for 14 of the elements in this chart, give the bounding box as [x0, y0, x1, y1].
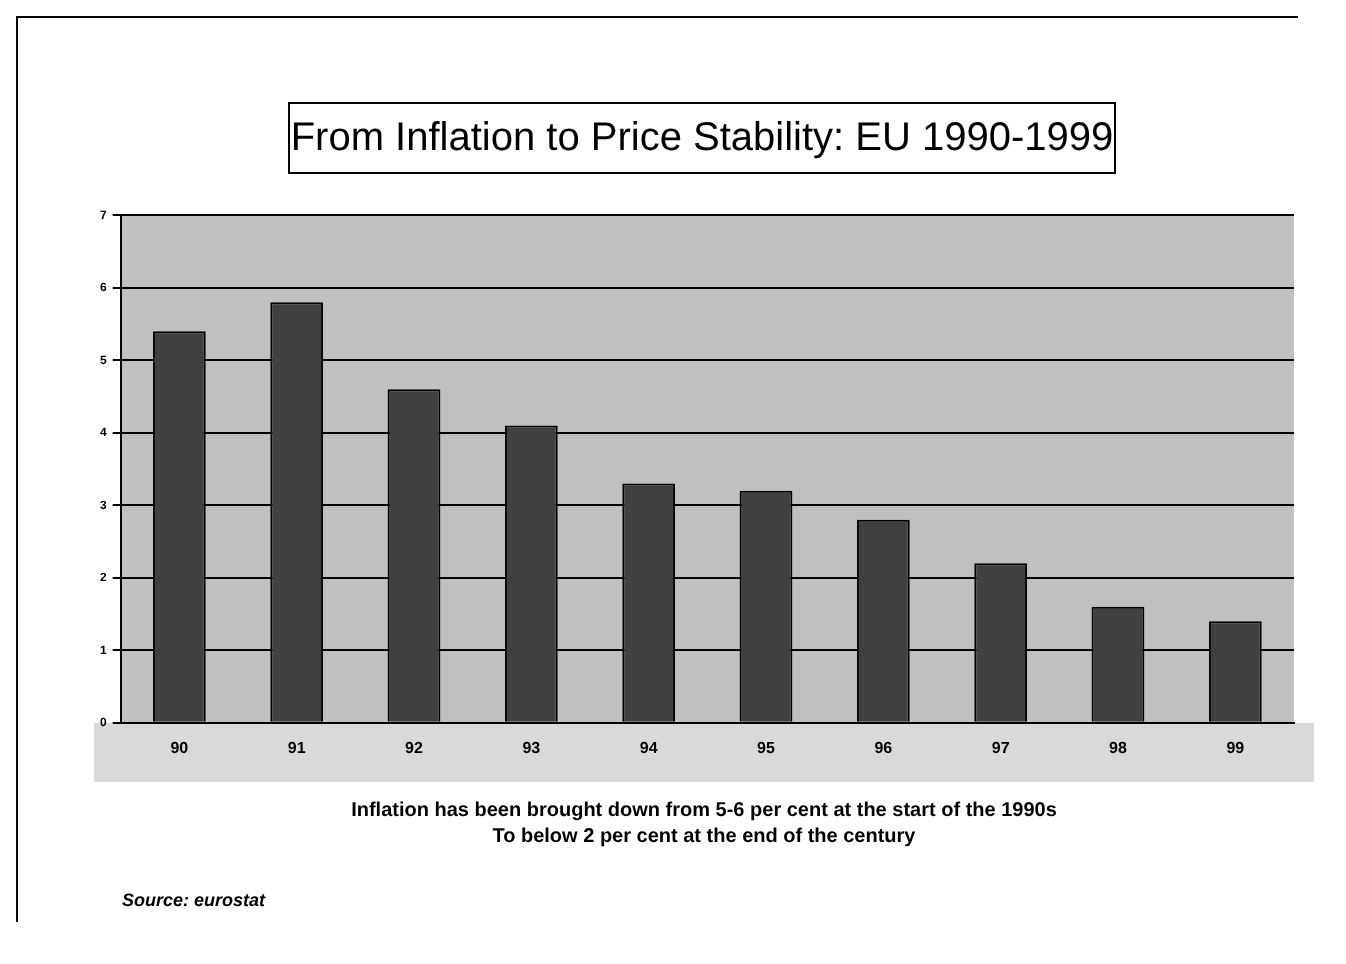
chart-title: From Inflation to Price Stability: EU 1990-1999 — [288, 102, 1116, 174]
x-tick-label: 91 — [287, 738, 307, 757]
x-tick-label: 94 — [639, 738, 659, 757]
x-tick-label: 93 — [522, 738, 542, 757]
x-tick-label: 95 — [757, 738, 776, 757]
x-tick-label: 90 — [170, 738, 190, 757]
text: Inflation has been brought down from 5-6 per cent at the start of the 1990s — [349, 798, 1059, 824]
text: To below 2 per cent at the end of the century — [490, 824, 918, 850]
x-tick-label: 99 — [1226, 738, 1246, 757]
x-tick-label: 98 — [1109, 738, 1128, 757]
source-note: Source: eurostat — [122, 890, 266, 910]
x-tick-label: 96 — [874, 738, 894, 757]
x-tick-label: 92 — [405, 738, 424, 757]
x-tick-label: 97 — [991, 738, 1011, 757]
